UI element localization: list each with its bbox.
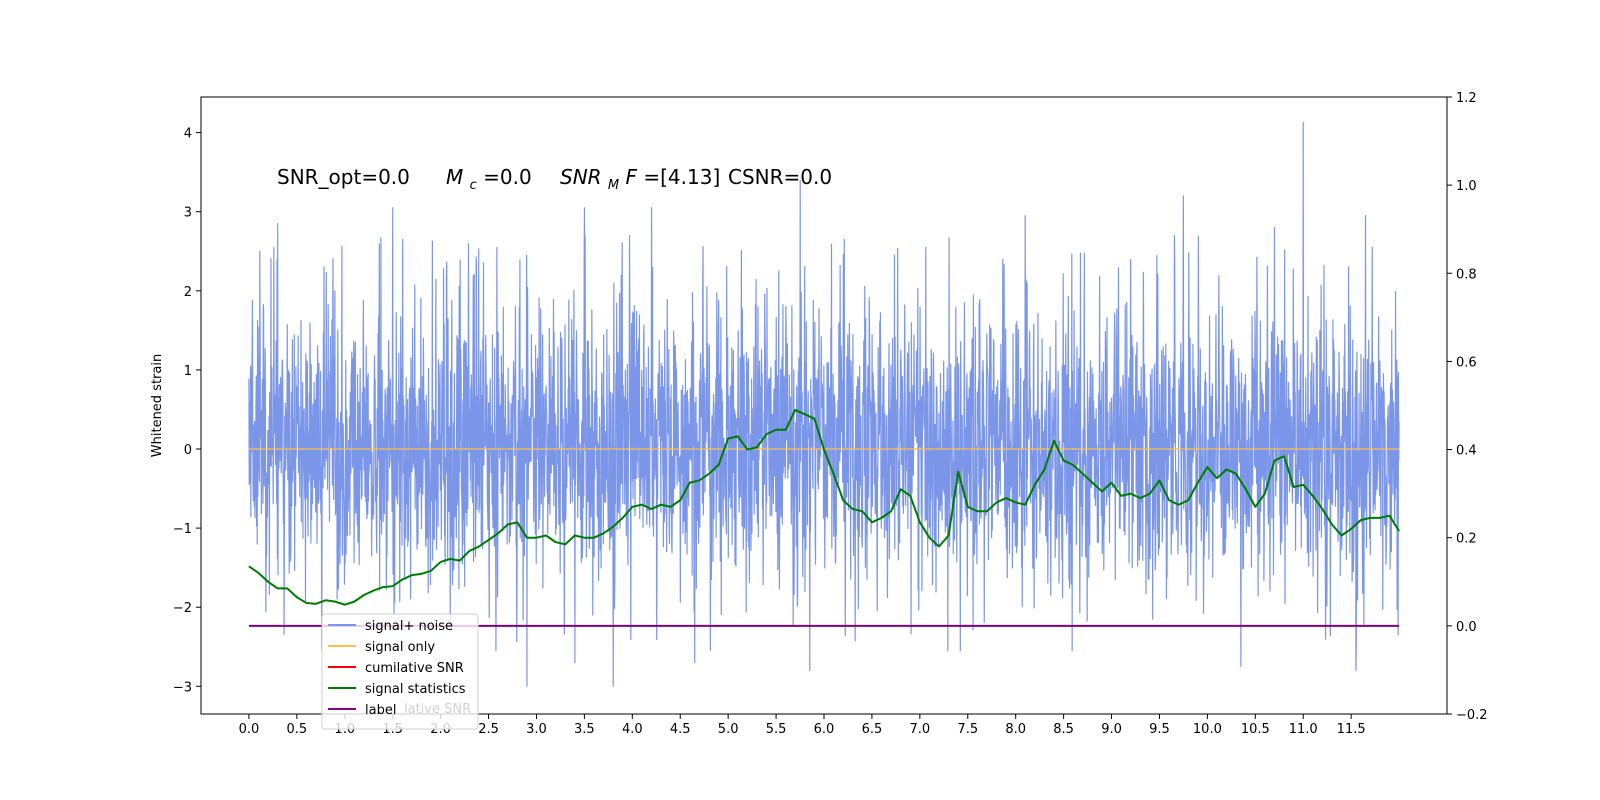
y2-tick-label: −0.2 <box>1456 708 1488 723</box>
x-tick-label: 3.5 <box>574 722 595 737</box>
legend-label: signal statistics <box>365 682 466 697</box>
y2-tick-label: 0.0 <box>1456 620 1477 635</box>
y-axis-label: Whitened strain <box>150 354 165 457</box>
legend-label: cumilative SNR <box>365 661 464 676</box>
x-tick-label: 8.0 <box>1005 722 1026 737</box>
y2-tick-label: 0.8 <box>1456 267 1477 282</box>
x-tick-label: 2.5 <box>478 722 499 737</box>
y2-tick-label: 0.6 <box>1456 355 1477 370</box>
annotation-mc-symbol: M <box>446 165 463 189</box>
y-tick-label: 0 <box>184 443 192 458</box>
y2-tick-label: 1.2 <box>1456 91 1477 106</box>
annotation-layer: SNR_opt=0.0 M c =0.0 SNR M F =[4.13] CSN… <box>277 165 832 194</box>
x-tick-label: 6.5 <box>862 722 883 737</box>
x-tick-label: 7.5 <box>957 722 978 737</box>
annotation-snr-symbol: SNR <box>560 165 602 189</box>
annotation-text: SNR_opt=0.0 M c =0.0 SNR M F =[4.13] CSN… <box>277 165 832 194</box>
annotation-snr-tail: F <box>626 165 638 189</box>
x-tick-label: 4.5 <box>670 722 691 737</box>
series-signal-noise-line <box>248 121 1400 687</box>
legend-label: label <box>365 703 396 718</box>
axes-layer: 0.00.51.01.52.02.53.03.54.04.55.05.56.06… <box>150 91 1488 737</box>
y-tick-label: 4 <box>184 127 192 142</box>
x-tick-label: 8.5 <box>1053 722 1074 737</box>
x-tick-label: 5.5 <box>766 722 787 737</box>
legend-label: signal only <box>365 640 435 655</box>
legend: lative SNR signal+ noise signal only cumila… <box>321 613 479 730</box>
y-tick-label: −3 <box>173 680 192 695</box>
x-tick-label: 5.0 <box>718 722 739 737</box>
annotation-snr-value: =[4.13] <box>643 165 720 189</box>
x-tick-label: 4.0 <box>622 722 643 737</box>
annotation-mc-value: =0.0 <box>483 165 532 189</box>
x-tick-label: 0.5 <box>287 722 308 737</box>
series-signal-statistics-line <box>248 408 1400 606</box>
x-tick-label: 0.0 <box>239 722 260 737</box>
y2-tick-label: 0.4 <box>1456 444 1477 459</box>
annotation-csnr: CSNR=0.0 <box>728 165 832 189</box>
y-tick-label: 1 <box>184 364 192 379</box>
x-tick-label: 6.0 <box>814 722 835 737</box>
x-tick-label: 7.0 <box>910 722 931 737</box>
y-tick-label: −1 <box>173 522 192 537</box>
y-tick-label: 2 <box>184 285 192 300</box>
x-tick-label: 9.0 <box>1101 722 1122 737</box>
y-tick-label: −2 <box>173 601 192 616</box>
legend-hidden-text: lative SNR <box>404 702 471 717</box>
x-tick-label: 11.0 <box>1289 722 1318 737</box>
x-tick-label: 3.0 <box>526 722 547 737</box>
annotation-snr-sub: M <box>608 178 619 193</box>
x-tick-label: 9.5 <box>1149 722 1170 737</box>
y-tick-label: 3 <box>184 206 192 221</box>
legend-box <box>321 613 479 730</box>
annotation-snr-opt: SNR_opt=0.0 <box>277 165 410 189</box>
y2-tick-label: 1.0 <box>1456 179 1477 194</box>
annotation-mc-sub: c <box>470 178 477 193</box>
legend-label: signal+ noise <box>365 619 453 634</box>
x-tick-label: 11.5 <box>1337 722 1366 737</box>
x-tick-label: 10.5 <box>1241 722 1270 737</box>
y2-tick-label: 0.2 <box>1456 532 1477 547</box>
x-tick-label: 10.0 <box>1193 722 1222 737</box>
